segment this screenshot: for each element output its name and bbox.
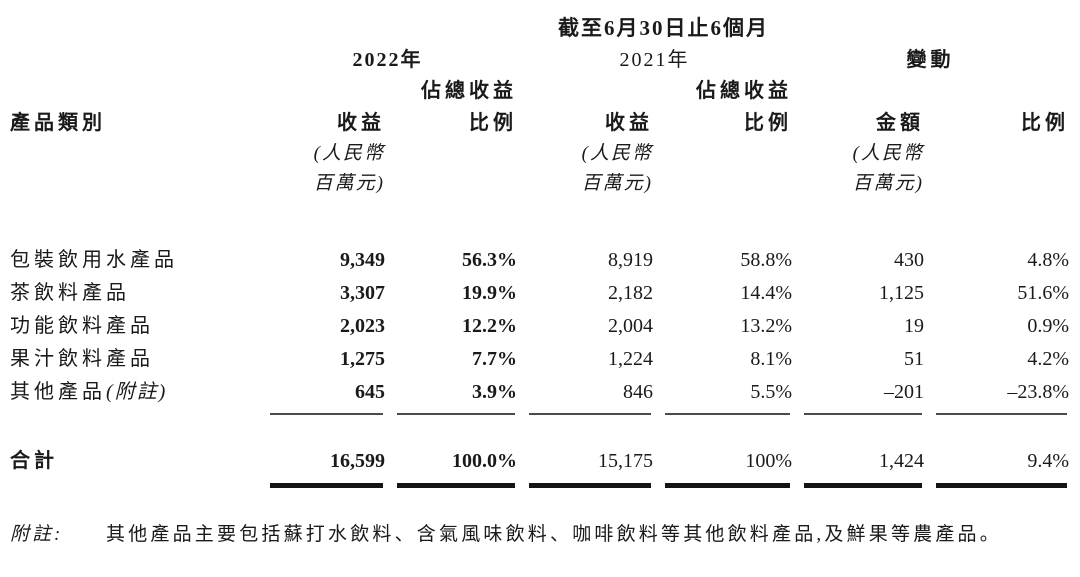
footnote: 附註: 其他產品主要包括蘇打水飲料、含氣風味飲料、咖啡飲料等其他飲料產品,及鮮果…	[10, 519, 1080, 551]
cell-share-2022: 7.7%	[472, 348, 517, 370]
table-row-total: 合計 16,599 100.0% 15,175 100% 1,424 9.4%	[10, 445, 1080, 478]
column-rule	[258, 413, 385, 415]
column-rule-thick	[385, 483, 517, 488]
row-label-text: 其他產品	[10, 381, 106, 403]
cell-revenue-2021: 1,224	[608, 348, 653, 370]
cell-share-2022: 19.9%	[462, 282, 517, 304]
share-headers-row: 佔總收益 佔總收益	[10, 76, 1080, 107]
cell-share-2022: 3.9%	[472, 381, 517, 403]
total-change-amount: 1,424	[879, 450, 924, 472]
cell-share-2022: 56.3%	[462, 249, 517, 271]
share-header-2022: 佔總收益	[421, 80, 517, 102]
unit-note-change: (人民幣 百萬元)	[792, 139, 924, 199]
table-row-juice-drinks: 果汁飲料產品 1,275 7.7% 1,224 8.1% 51 4.2%	[10, 343, 1080, 376]
cell-share-2021: 8.1%	[750, 348, 792, 370]
column-header-share-2022: 比例	[469, 112, 517, 134]
total-share-2021: 100%	[745, 450, 792, 472]
column-rule-thick	[792, 483, 924, 488]
column-header-change-amount: 金額	[876, 112, 924, 134]
cell-share-2021: 14.4%	[740, 282, 792, 304]
column-rule-thick	[258, 483, 385, 488]
row-label-note: (附註)	[106, 381, 168, 403]
row-label: 功能飲料產品	[10, 315, 154, 337]
column-rule	[653, 413, 792, 415]
cell-revenue-2022: 1,275	[340, 348, 385, 370]
column-header-change-ratio: 比例	[1021, 112, 1069, 134]
unit-note-line1: (人民幣	[852, 143, 924, 164]
cell-revenue-2022: 645	[355, 381, 385, 403]
column-rule-thick	[924, 483, 1069, 488]
cell-revenue-2022: 9,349	[340, 249, 385, 271]
cell-revenue-2021: 8,919	[608, 249, 653, 271]
cell-revenue-2022: 3,307	[340, 282, 385, 304]
column-rule-thick	[517, 483, 653, 488]
cell-revenue-2021: 2,182	[608, 282, 653, 304]
year-2022-header: 2022年	[352, 49, 423, 71]
year-2021-header: 2021年	[619, 49, 690, 71]
total-label: 合計	[10, 450, 58, 472]
unit-note-line2: 百萬元)	[852, 173, 924, 194]
unit-note-2021: (人民幣 百萬元)	[517, 139, 653, 199]
column-rule-thick	[653, 483, 792, 488]
unit-note-row: (人民幣 百萬元) (人民幣 百萬元) (人民幣 百萬元)	[10, 139, 1080, 199]
cell-change-ratio: 51.6%	[1017, 282, 1069, 304]
change-header: 變動	[906, 49, 955, 71]
row-label: 其他產品(附註)	[10, 376, 258, 409]
category-column-header: 產品類別	[10, 112, 106, 134]
cell-change-ratio: 4.8%	[1027, 249, 1069, 271]
period-header: 截至6月30日止6個月	[558, 16, 769, 40]
cell-share-2021: 58.8%	[740, 249, 792, 271]
cell-revenue-2021: 846	[623, 381, 653, 403]
column-rule	[924, 413, 1069, 415]
cell-revenue-2022: 2,023	[340, 315, 385, 337]
cell-share-2022: 12.2%	[462, 315, 517, 337]
row-label: 茶飲料產品	[10, 282, 130, 304]
period-header-row: 截至6月30日止6個月	[10, 12, 1080, 45]
table-row-tea-drinks: 茶飲料產品 3,307 19.9% 2,182 14.4% 1,125 51.6…	[10, 277, 1080, 310]
year-headers-row: 2022年 2021年 變動	[10, 45, 1080, 76]
column-rule	[385, 413, 517, 415]
cell-revenue-2021: 2,004	[608, 315, 653, 337]
row-label: 包裝飲用水產品	[10, 249, 178, 271]
row-label: 果汁飲料產品	[10, 348, 154, 370]
subtotal-rule-row	[10, 411, 1080, 415]
unit-note-line1: (人民幣	[581, 143, 653, 164]
footnote-label: 附註:	[10, 524, 64, 545]
table-row-other-products: 其他產品(附註) 645 3.9% 846 5.5% –201 –23.8%	[10, 376, 1080, 409]
spacer	[10, 199, 1080, 244]
cell-change-amount: –201	[884, 381, 924, 403]
column-header-revenue-2021: 收益	[605, 112, 653, 134]
column-rule	[792, 413, 924, 415]
column-header-revenue-2022: 收益	[337, 112, 385, 134]
total-revenue-2021: 15,175	[598, 450, 653, 472]
cell-change-ratio: –23.8%	[1007, 381, 1069, 403]
cell-change-amount: 19	[904, 315, 924, 337]
footnote-text: 其他產品主要包括蘇打水飲料、含氣風味飲料、咖啡飲料等其他飲料產品,及鮮果等農產品…	[106, 524, 1002, 545]
total-rule-row	[10, 481, 1080, 488]
cell-change-ratio: 0.9%	[1027, 315, 1069, 337]
table-row-packaged-water: 包裝飲用水產品 9,349 56.3% 8,919 58.8% 430 4.8%	[10, 244, 1080, 277]
total-revenue-2022: 16,599	[330, 450, 385, 472]
cell-share-2021: 5.5%	[750, 381, 792, 403]
total-share-2022: 100.0%	[452, 450, 517, 472]
share-header-2021: 佔總收益	[696, 80, 792, 102]
unit-note-2022: (人民幣 百萬元)	[258, 139, 385, 199]
cell-change-amount: 430	[894, 249, 924, 271]
cell-change-amount: 1,125	[879, 282, 924, 304]
column-header-share-2021: 比例	[744, 112, 792, 134]
unit-note-line2: 百萬元)	[313, 173, 385, 194]
cell-change-ratio: 4.2%	[1027, 348, 1069, 370]
column-headers-row: 產品類別 收益 比例 收益 比例 金額 比例	[10, 107, 1080, 139]
total-change-ratio: 9.4%	[1027, 450, 1069, 472]
unit-note-line2: 百萬元)	[581, 173, 653, 194]
table-row-functional-drinks: 功能飲料產品 2,023 12.2% 2,004 13.2% 19 0.9%	[10, 310, 1080, 343]
column-rule	[517, 413, 653, 415]
cell-share-2021: 13.2%	[740, 315, 792, 337]
unit-note-line1: (人民幣	[313, 143, 385, 164]
cell-change-amount: 51	[904, 348, 924, 370]
